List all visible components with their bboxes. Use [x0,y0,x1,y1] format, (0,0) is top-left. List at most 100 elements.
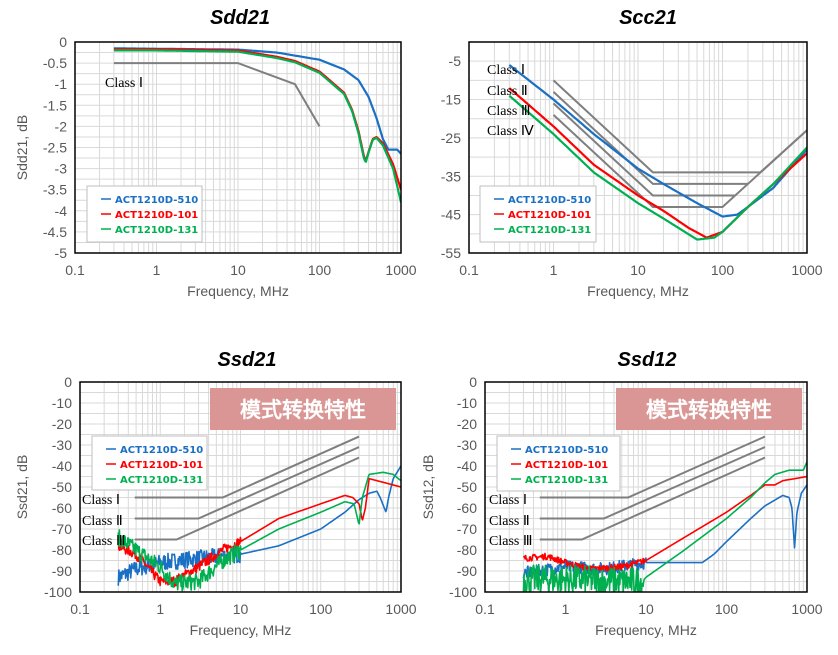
limit-label: Class Ⅱ [487,84,528,99]
x-tick-label: 10 [638,601,654,617]
y-tick-label: -25 [441,130,461,146]
plot-frame [484,381,808,593]
y-tick-label: -30 [52,437,72,453]
y-tick-label: -100 [44,584,72,600]
limit-label: Class Ⅳ [487,124,534,139]
legend: ACT1210D-510 ACT1210D-101 ACT1210D-131 [86,185,203,243]
x-tick-label: 100 [715,601,739,617]
legend: ACT1210D-510 ACT1210D-101 ACT1210D-131 [479,185,597,243]
y-tick-label: -20 [457,416,477,432]
series-line-act1210d-131 [522,461,807,592]
plot-frame [468,41,808,254]
limit-label: Class Ⅰ [105,76,143,91]
limit-line-class-4 [552,114,807,208]
x-tick-label: 100 [309,601,333,617]
limit-line-class-3 [134,456,360,541]
y-tick-label: -1 [55,76,68,92]
y-tick-label: -55 [441,245,461,261]
plot-area [522,435,807,592]
x-axis-title: Frequency, MHz [587,283,689,299]
y-tick-label: -10 [52,395,72,411]
series-line-act1210d-510 [522,484,807,579]
y-tick-label: -0.5 [43,55,67,71]
x-tick-label: 10 [230,262,246,278]
x-tick-label: 1 [550,262,558,278]
plot-area [508,64,807,241]
y-tick-label: 0 [469,374,477,390]
x-axis-title: Frequency, MHz [190,622,292,638]
x-tick-label: 0.1 [70,601,90,617]
legend-label: ACT1210D-131 [115,225,198,236]
y-tick-label: -30 [457,437,477,453]
banner-background [616,388,802,430]
y-tick-label: -100 [449,584,477,600]
series-line-act1210d-131 [113,49,401,203]
legend: ACT1210D-510 ACT1210D-101 ACT1210D-131 [496,435,621,492]
limit-label: Class Ⅲ [489,534,533,549]
x-tick-label: 10 [233,601,249,617]
y-tick-label: -80 [457,542,477,558]
y-tick-label: -5 [449,53,462,69]
chart-title: Sdd21 [210,7,270,29]
x-tick-label: 10 [630,262,646,278]
y-tick-label: -3 [55,161,68,177]
y-tick-label: -70 [52,521,72,537]
y-tick-label: -45 [441,207,461,223]
limit-label: Class Ⅰ [489,493,527,508]
gridlines [74,41,401,254]
y-tick-label: -90 [52,563,72,579]
y-tick-label: -15 [441,92,461,108]
y-tick-label: -60 [52,500,72,516]
y-axis-title: Ssd21, dB [14,455,30,520]
limit-label: Class Ⅲ [82,534,126,549]
limit-label: Class Ⅲ [487,104,531,119]
chart-scc21: -5 -15 -25 -35 -45 -550.1 1 10 100 1000 Frequency,… [441,7,823,299]
limit-line-class-2 [539,446,766,520]
y-tick-label: -2 [55,118,68,134]
chart-sdd21: 0 -0.5 -1 -1.5 -2 -2.5 -3 -3.5 -4 -4.5 -50.1 1 10 100… [14,7,417,299]
plot-area [117,435,401,592]
y-axis-title: Sdd21, dB [14,115,30,180]
x-tick-label: 0.1 [459,262,479,278]
x-tick-label: 0.1 [65,262,85,278]
legend-label: ACT1210D-101 [120,460,203,471]
legend-label: ACT1210D-510 [120,445,203,456]
plot-frame [79,381,402,593]
chart-ssd21: 0 -10 -20 -30 -40 -50 -60 -70 -80 -90 -1000.1 1 10 10… [14,349,417,638]
x-tick-label: 1 [562,601,570,617]
x-tick-label: 100 [308,262,332,278]
y-tick-label: -50 [52,479,72,495]
legend-label: ACT1210D-510 [115,195,198,206]
legend-label: ACT1210D-131 [508,225,591,236]
y-tick-label: -40 [457,458,477,474]
x-tick-label: 1000 [385,601,416,617]
x-tick-label: 1 [153,262,161,278]
y-tick-label: -1.5 [43,97,67,113]
legend-label: ACT1210D-131 [120,475,203,486]
chart-title: Ssd12 [618,349,677,371]
y-tick-label: -35 [441,168,461,184]
y-tick-label: -90 [457,563,477,579]
limit-line-class-1 [134,435,360,499]
y-tick-label: -4.5 [43,224,67,240]
y-tick-label: -60 [457,500,477,516]
plot-frame [74,41,402,254]
legend-label: ACT1210D-510 [525,445,608,456]
limit-line-class-2 [134,446,360,520]
y-tick-label: -20 [52,416,72,432]
limit-line-class-3 [539,456,766,541]
chart-ssd12: 0 -10 -20 -30 -40 -50 -60 -70 -80 -90 -1000.1 1 10 10… [420,349,823,638]
y-tick-label: -50 [457,479,477,495]
limit-line-class-3 [552,102,735,197]
legend-label: ACT1210D-510 [508,195,591,206]
chart-title: Ssd21 [218,349,277,371]
chart-title: Scc21 [619,7,677,29]
series-line-act1210d-131 [508,94,807,241]
y-tick-label: -5 [55,245,68,261]
series-line-act1210d-131 [117,471,401,592]
x-tick-label: 1000 [791,262,822,278]
y-tick-label: -70 [457,521,477,537]
legend-label: ACT1210D-101 [115,210,198,221]
x-tick-label: 1 [156,601,164,617]
